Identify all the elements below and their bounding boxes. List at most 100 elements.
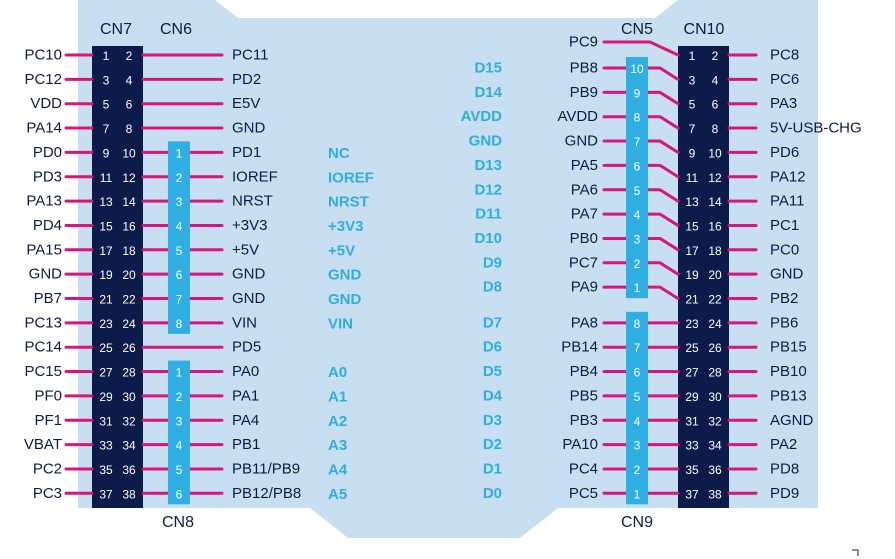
cn5-arduino-label: D11 bbox=[475, 206, 502, 223]
cn5-pin-number: 8 bbox=[634, 111, 641, 125]
cn9-arduino-label: D3 bbox=[483, 412, 502, 429]
cn7-outer-label: PF1 bbox=[34, 412, 62, 429]
cn7-inner-label: E5V bbox=[232, 95, 260, 112]
cn5-pin-number: 1 bbox=[634, 281, 641, 295]
cn7-inner-label: PB12/PB8 bbox=[232, 485, 301, 502]
cn7-pin-number: 33 bbox=[99, 439, 113, 453]
cn10-inner-label: PB14 bbox=[561, 339, 598, 356]
cn10-outer-label: PB13 bbox=[770, 387, 807, 404]
cn6-arduino-label: GND bbox=[328, 291, 362, 308]
cn7-inner-label: +5V bbox=[232, 241, 259, 258]
cn6-pin-number: 2 bbox=[176, 171, 183, 185]
cn8-arduino-label: A3 bbox=[328, 437, 347, 454]
cn10-pin-number: 1 bbox=[689, 49, 696, 63]
cn8-pin-number: 1 bbox=[176, 366, 183, 380]
cn10-pin-number: 25 bbox=[685, 341, 699, 355]
cn10-pin-number: 38 bbox=[708, 487, 722, 501]
cn6-arduino-label: NRST bbox=[328, 194, 369, 211]
cn8-pin-number: 5 bbox=[176, 463, 183, 477]
cn8-title: CN8 bbox=[162, 514, 194, 531]
cn10-outer-label: PB2 bbox=[770, 290, 798, 307]
cn7-pin-number: 12 bbox=[122, 171, 136, 185]
cn9-pin-number: 4 bbox=[634, 414, 641, 428]
cn9-arduino-label: D5 bbox=[483, 363, 502, 380]
cn10-pin-number: 17 bbox=[685, 244, 699, 258]
cn10-pin-number: 35 bbox=[685, 463, 699, 477]
cn7-header bbox=[92, 46, 143, 508]
cn10-pin-number: 2 bbox=[712, 49, 719, 63]
cn6-pin-number: 7 bbox=[176, 293, 183, 307]
cn5-right-line bbox=[646, 236, 680, 252]
cn10-pin-number: 12 bbox=[708, 171, 722, 185]
cn7-pin-number: 4 bbox=[126, 73, 133, 87]
cn5-right-line bbox=[646, 66, 680, 81]
cn7-inner-label: NRST bbox=[232, 193, 273, 210]
cn10-inner-label: PB9 bbox=[570, 84, 598, 101]
cn10-pin-number: 36 bbox=[708, 463, 722, 477]
cn10-pin-number: 19 bbox=[685, 268, 699, 282]
cn5-right-line bbox=[646, 285, 680, 300]
cn7-pin-number: 7 bbox=[103, 122, 110, 136]
cn5-pin-number: 7 bbox=[634, 135, 641, 149]
cn5-right-line bbox=[646, 115, 680, 130]
cn7-pin-number: 10 bbox=[122, 146, 136, 160]
cn9-pin-number: 2 bbox=[634, 463, 641, 477]
cn7-outer-label: PD4 bbox=[33, 217, 62, 234]
cn7-outer-label: PA14 bbox=[26, 120, 62, 137]
cn7-inner-label: PB11/PB9 bbox=[232, 460, 300, 477]
cn7-pin-number: 8 bbox=[126, 122, 133, 136]
cn5-pin-number: 9 bbox=[634, 86, 641, 100]
cn7-pin-number: 11 bbox=[100, 171, 113, 185]
cn7-pin-number: 35 bbox=[99, 463, 113, 477]
cn10-outer-label: PA3 bbox=[770, 95, 797, 112]
pin-lines bbox=[64, 40, 758, 495]
cn7-pin-number: 16 bbox=[122, 219, 136, 233]
cn7-pin-number: 21 bbox=[99, 293, 113, 307]
cn10-pin-number: 16 bbox=[708, 219, 722, 233]
cn7-outer-label: PF0 bbox=[34, 387, 62, 404]
cn7-inner-label: PD1 bbox=[232, 144, 261, 161]
cn6-arduino-label: +3V3 bbox=[328, 218, 363, 235]
cn7-outer-label: PC2 bbox=[33, 460, 62, 477]
cn7-pin-number: 18 bbox=[122, 244, 136, 258]
cn10-pin-number: 8 bbox=[712, 122, 719, 136]
cn5-pin-number: 2 bbox=[634, 257, 641, 271]
cn7-pin-number: 34 bbox=[122, 439, 136, 453]
cn7-inner-label: GND bbox=[232, 120, 266, 137]
cn7-inner-label: PA4 bbox=[232, 412, 259, 429]
cn9-pin-number: 7 bbox=[634, 341, 641, 355]
cn9-pin-number: 6 bbox=[634, 366, 641, 380]
cn5-right-line bbox=[646, 90, 680, 106]
cn7-outer-label: PC3 bbox=[33, 485, 62, 502]
cn7-pin-number: 14 bbox=[122, 195, 136, 209]
cn5-pin-number: 5 bbox=[634, 184, 641, 198]
cn7-outer-label: PA13 bbox=[26, 193, 62, 210]
cn9-block bbox=[626, 311, 648, 505]
cn5-arduino-label: D9 bbox=[483, 254, 502, 271]
cn8-arduino-label: A2 bbox=[328, 413, 347, 430]
cn7-inner-label: IOREF bbox=[232, 168, 278, 185]
cn5-arduino-label: GND bbox=[469, 133, 503, 150]
cn5-pin-number: 4 bbox=[634, 208, 641, 222]
cn7-pin-number: 2 bbox=[126, 49, 133, 63]
cn7-pin-number: 38 bbox=[122, 487, 136, 501]
cn10-outer-label: PC1 bbox=[770, 217, 799, 234]
cn10-outer-label: PB10 bbox=[770, 363, 807, 380]
cn9-pin-number: 5 bbox=[634, 390, 641, 404]
cn7-outer-label: PC15 bbox=[24, 363, 62, 380]
cn7-title: CN7 bbox=[100, 21, 132, 38]
cn5-arduino-label: D10 bbox=[474, 230, 502, 247]
cn7-outer-label: PA15 bbox=[26, 241, 62, 258]
cn7-inner-label: PA1 bbox=[232, 387, 259, 404]
cn10-pin-number: 28 bbox=[708, 366, 722, 380]
cn5-arduino-label: D13 bbox=[474, 157, 502, 174]
cn7-pin-number: 27 bbox=[99, 366, 113, 380]
cn10-pin-number: 20 bbox=[708, 268, 722, 282]
cn10-pin-number: 6 bbox=[712, 98, 719, 112]
cn9-pin-number: 3 bbox=[634, 439, 641, 453]
cn7-pin-number: 36 bbox=[122, 463, 136, 477]
cn10-pin-number: 31 bbox=[685, 414, 699, 428]
cn7-inner-label: VIN bbox=[232, 314, 257, 331]
